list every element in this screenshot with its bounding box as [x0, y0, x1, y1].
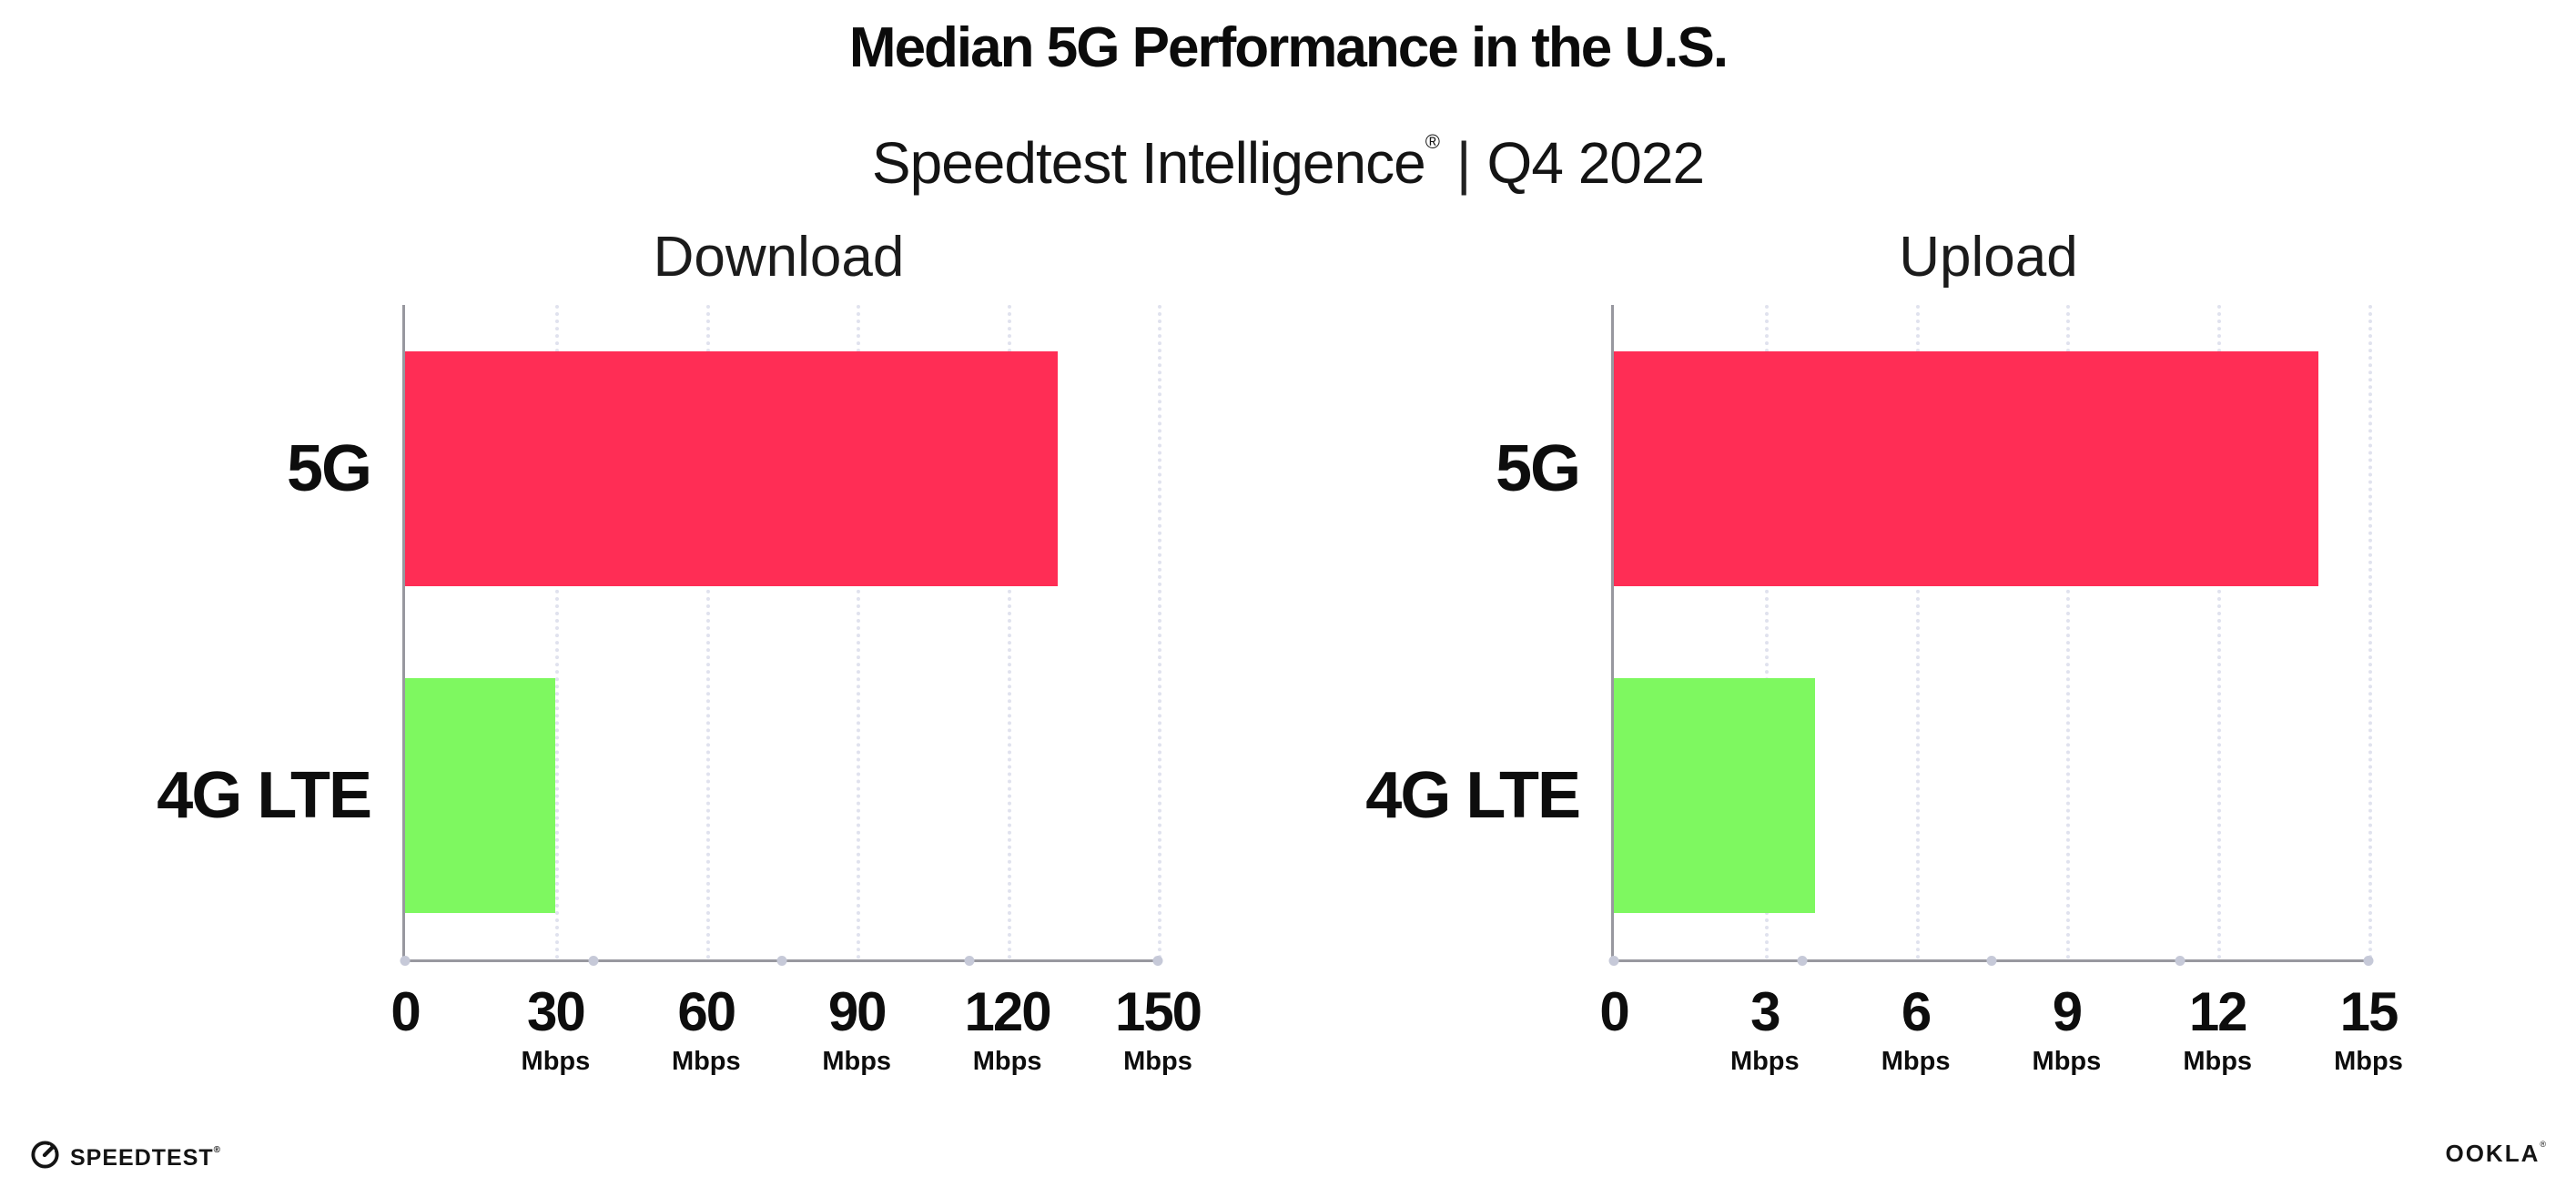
- speedtest-wordmark: SPEEDTEST®: [70, 1145, 222, 1171]
- bar-4g-lte: [1614, 678, 1816, 914]
- gridline-6: [1915, 305, 1920, 959]
- x-tick-value: 12: [2188, 981, 2248, 1042]
- x-tick-12: 12 Mbps: [2183, 983, 2252, 1077]
- download-chart-plot: 0 30 Mbps 60 Mbps 90 Mbps 120 Mbps 150 Mbps 5G 4G LT…: [157, 305, 1202, 1076]
- upload-chart-title: Upload: [1899, 226, 2078, 289]
- gridline-15: [2368, 305, 2372, 959]
- page-subtitle: Speedtest Intelligence® | Q4 2022: [0, 107, 2576, 198]
- gridline-120: [1007, 305, 1011, 959]
- ookla-wordmark: OOKLA: [2445, 1140, 2541, 1167]
- page-title: Median 5G Performance in the U.S.: [848, 16, 1729, 79]
- gridline-90: [857, 305, 861, 959]
- subtitle-period: Q4 2022: [1486, 130, 1706, 196]
- upload-chart-plot: 0 3 Mbps 6 Mbps 9 Mbps 12 Mbps 15 Mbps 5G 4G LTE: [1365, 305, 2403, 1076]
- registered-mark: ®: [1425, 130, 1440, 153]
- gridline-9: [2066, 305, 2071, 959]
- axis-marker-dot: [400, 956, 411, 966]
- x-tick-value: 30: [527, 981, 586, 1042]
- x-tick-value: 15: [2339, 981, 2399, 1042]
- gridline-60: [705, 305, 710, 959]
- axis-marker-dot: [2363, 956, 2374, 966]
- x-tick-6: 6 Mbps: [1881, 983, 1951, 1077]
- x-tick-9: 9 Mbps: [2033, 983, 2102, 1077]
- x-tick-value: 3: [1750, 981, 1780, 1042]
- gridline-12: [2217, 305, 2222, 959]
- subtitle-product: Speedtest Intelligence: [871, 130, 1426, 196]
- x-tick-3: 3 Mbps: [1730, 983, 1800, 1077]
- category-label-4g-lte: 4G LTE: [157, 759, 372, 833]
- bar-4g-lte: [405, 678, 556, 914]
- axis-marker-dot: [1152, 956, 1163, 966]
- x-tick-unit: Mbps: [521, 1047, 591, 1076]
- axis-marker-dot: [2175, 956, 2186, 966]
- gridline-150: [1158, 305, 1161, 959]
- bar-5g: [1614, 350, 2318, 586]
- x-tick-value: 120: [964, 981, 1052, 1042]
- speedtest-registered-mark: ®: [213, 1145, 222, 1155]
- gridline-3: [1764, 305, 1769, 959]
- x-tick-unit: Mbps: [2183, 1047, 2253, 1076]
- speedtest-gauge-icon: [31, 1140, 59, 1169]
- axis-marker-dot: [588, 956, 599, 966]
- download-chart-title: Download: [653, 226, 905, 289]
- x-tick-0: 0: [390, 981, 421, 1042]
- axis-marker-dot: [1797, 956, 1808, 966]
- x-tick-unit: Mbps: [671, 1047, 741, 1076]
- x-tick-value: 90: [827, 981, 887, 1042]
- bar-5g: [405, 350, 1058, 586]
- x-tick-30: 30 Mbps: [522, 983, 591, 1077]
- x-tick-unit: Mbps: [822, 1047, 892, 1076]
- x-tick-value: 0: [390, 981, 421, 1042]
- axis-marker-dot: [1986, 956, 1996, 966]
- ookla-registered-mark: ®: [2540, 1140, 2546, 1149]
- category-label-5g: 5G: [1495, 431, 1581, 505]
- axis-marker-dot: [1608, 956, 1619, 966]
- x-tick-value: 150: [1114, 981, 1202, 1042]
- ookla-logo: OOKLA ®: [2445, 1140, 2546, 1167]
- gridline-30: [555, 305, 560, 959]
- x-tick-90: 90 Mbps: [822, 983, 891, 1077]
- x-tick-0: 0: [1599, 981, 1629, 1042]
- x-tick-unit: Mbps: [2032, 1047, 2102, 1076]
- subtitle-separator: |: [1455, 130, 1472, 196]
- x-tick-unit: Mbps: [1729, 1047, 1800, 1076]
- x-tick-value: 0: [1599, 981, 1629, 1042]
- x-tick-value: 60: [677, 981, 736, 1042]
- x-tick-120: 120 Mbps: [964, 981, 1052, 1077]
- x-tick-unit: Mbps: [2334, 1047, 2403, 1076]
- x-tick-150: 150 Mbps: [1114, 981, 1202, 1077]
- category-label-4g-lte: 4G LTE: [1365, 759, 1581, 833]
- category-label-5g: 5G: [286, 431, 372, 505]
- x-tick-unit: Mbps: [1123, 1047, 1192, 1076]
- x-tick-15: 15 Mbps: [2334, 983, 2403, 1077]
- axis-marker-dot: [776, 956, 786, 966]
- x-tick-unit: Mbps: [972, 1047, 1042, 1076]
- speedtest-logo: SPEEDTEST®: [30, 1135, 221, 1173]
- x-tick-unit: Mbps: [1881, 1047, 1951, 1076]
- axis-marker-dot: [964, 956, 975, 966]
- x-tick-60: 60 Mbps: [672, 983, 741, 1077]
- x-tick-value: 6: [1901, 981, 1932, 1042]
- x-tick-value: 9: [2052, 981, 2083, 1042]
